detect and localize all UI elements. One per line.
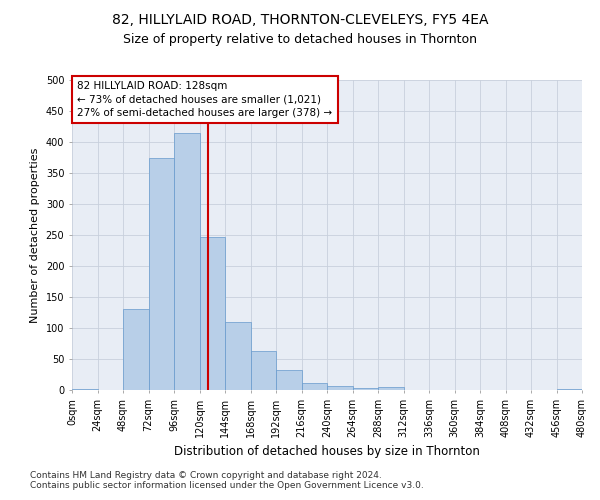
Bar <box>225 322 251 390</box>
Bar <box>557 389 582 390</box>
Bar <box>199 238 225 390</box>
Bar <box>123 310 149 390</box>
Bar <box>302 382 327 390</box>
Y-axis label: Number of detached properties: Number of detached properties <box>30 148 40 322</box>
Bar <box>149 158 174 390</box>
Bar <box>378 387 404 390</box>
Text: Size of property relative to detached houses in Thornton: Size of property relative to detached ho… <box>123 32 477 46</box>
X-axis label: Distribution of detached houses by size in Thornton: Distribution of detached houses by size … <box>174 445 480 458</box>
Bar <box>174 132 199 390</box>
Bar <box>327 386 353 390</box>
Text: Contains HM Land Registry data © Crown copyright and database right 2024.: Contains HM Land Registry data © Crown c… <box>30 471 382 480</box>
Bar <box>72 389 97 390</box>
Text: 82, HILLYLAID ROAD, THORNTON-CLEVELEYS, FY5 4EA: 82, HILLYLAID ROAD, THORNTON-CLEVELEYS, … <box>112 12 488 26</box>
Bar <box>251 351 276 390</box>
Bar <box>276 370 302 390</box>
Text: Contains public sector information licensed under the Open Government Licence v3: Contains public sector information licen… <box>30 481 424 490</box>
Bar <box>353 388 378 390</box>
Text: 82 HILLYLAID ROAD: 128sqm
← 73% of detached houses are smaller (1,021)
27% of se: 82 HILLYLAID ROAD: 128sqm ← 73% of detac… <box>77 81 332 118</box>
